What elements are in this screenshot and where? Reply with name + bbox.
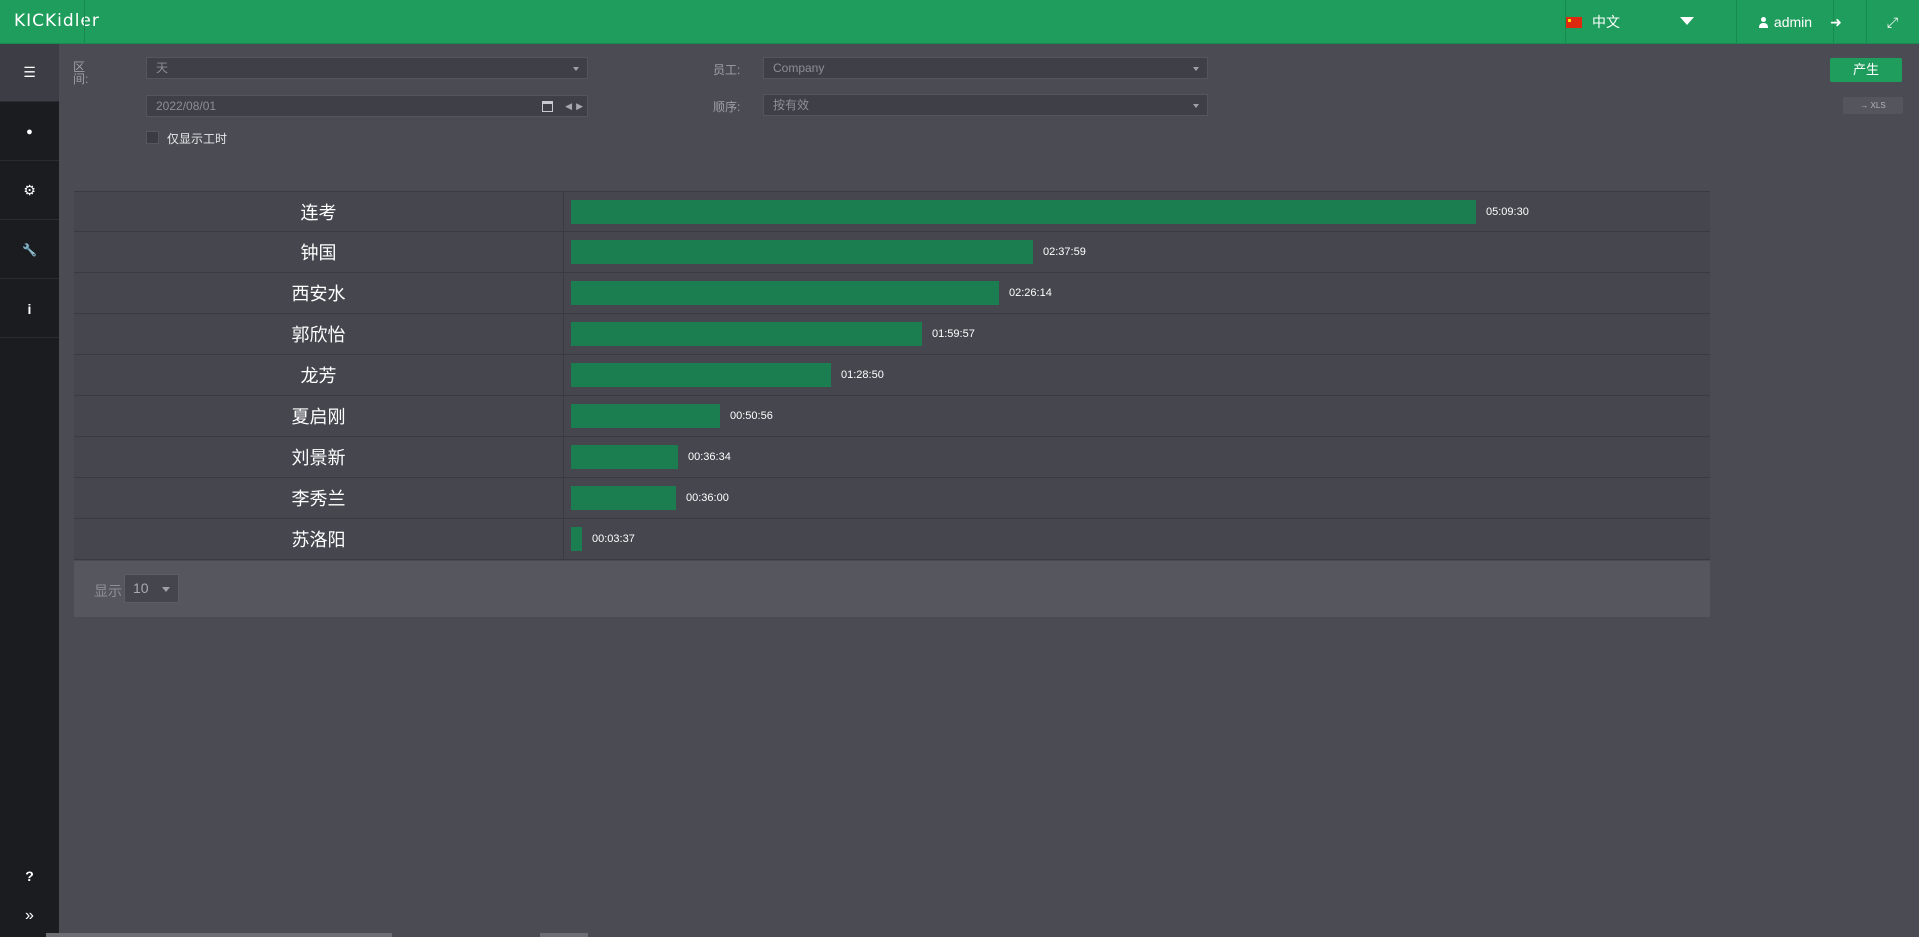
language-selector[interactable]: 中文 xyxy=(1566,0,1718,44)
time-value: 05:09:30 xyxy=(1486,206,1529,218)
period-value: 天 xyxy=(156,61,169,75)
page-size-select[interactable]: 10 xyxy=(124,574,179,603)
user-icon: ● xyxy=(26,125,33,138)
employee-name[interactable]: 西安水 xyxy=(74,273,564,313)
time-value: 02:37:59 xyxy=(1043,246,1086,258)
app-logo[interactable]: KICKidler xyxy=(14,11,100,31)
chevron-down-icon xyxy=(1680,17,1694,25)
time-bar xyxy=(571,527,582,551)
sidebar-item-settings[interactable]: ⚙ xyxy=(0,162,59,220)
sidebar-expand-button[interactable]: » xyxy=(0,896,59,936)
table-row: 苏洛阳 00:03:37 xyxy=(74,519,1710,560)
table-row: 刘景新 00:36:34 xyxy=(74,437,1710,478)
chevron-down-icon xyxy=(1193,104,1199,108)
generate-button[interactable]: 产生 xyxy=(1830,58,1902,82)
prev-date-icon[interactable]: ◀ xyxy=(565,101,572,111)
time-bar xyxy=(571,281,999,305)
time-value: 02:26:14 xyxy=(1009,287,1052,299)
table-footer: 显示 10 xyxy=(74,561,1710,617)
export-xls-button[interactable]: → XLS xyxy=(1843,97,1903,114)
user-menu[interactable]: admin xyxy=(1737,0,1833,44)
divider xyxy=(84,0,85,44)
info-icon: i xyxy=(27,300,32,317)
time-bar xyxy=(571,240,1033,264)
gears-icon: ⚙ xyxy=(23,182,36,198)
employee-name[interactable]: 连考 xyxy=(74,192,564,232)
time-bar xyxy=(571,445,678,469)
time-bar xyxy=(571,486,676,510)
table-row: 钟国 02:37:59 xyxy=(74,232,1710,273)
logout-icon: ➜ xyxy=(1830,13,1842,30)
time-bar xyxy=(571,404,720,428)
table-row: 李秀兰 00:36:00 xyxy=(74,478,1710,519)
period-select[interactable]: 天 xyxy=(146,57,588,79)
user-name: admin xyxy=(1773,14,1813,30)
employee-value: Company xyxy=(773,61,825,75)
table-row: 西安水 02:26:14 xyxy=(74,273,1710,314)
table-row: 连考 05:09:30 xyxy=(74,191,1710,232)
time-bar xyxy=(571,322,922,346)
divider xyxy=(1736,0,1737,44)
chevron-down-icon xyxy=(1193,67,1199,71)
order-value: 按有效 xyxy=(773,98,810,112)
sidebar-item-reports[interactable]: ☰ xyxy=(0,44,59,102)
order-select[interactable]: 按有效 xyxy=(763,94,1208,116)
period-label: 区间: xyxy=(73,60,89,86)
page-size-label: 显示 xyxy=(94,583,122,599)
employee-name[interactable]: 郭欣怡 xyxy=(74,314,564,354)
order-label: 顺序: xyxy=(713,100,741,114)
sidebar: ☰ ● ⚙ 🔧 i ? » xyxy=(0,44,59,937)
table-row: 夏启刚 00:50:56 xyxy=(74,396,1710,437)
employee-name[interactable]: 钟国 xyxy=(74,232,564,272)
horizontal-scrollbar[interactable] xyxy=(46,933,392,937)
employee-name[interactable]: 夏启刚 xyxy=(74,396,564,436)
employee-label: 员工: xyxy=(713,63,741,77)
chevron-down-icon xyxy=(162,587,170,592)
sidebar-item-tools[interactable]: 🔧 xyxy=(0,221,59,279)
time-value: 00:36:34 xyxy=(688,451,731,463)
fullscreen-icon: ⤢ xyxy=(1886,13,1899,30)
fullscreen-button[interactable]: ⤢ xyxy=(1866,0,1919,44)
horizontal-scrollbar-thumb[interactable] xyxy=(540,933,588,937)
top-bar: KICKidler 中文 admin ➜ ⤢ xyxy=(0,0,1919,44)
only-work-hours-label: 仅显示工时 xyxy=(167,132,228,146)
time-value: 01:28:50 xyxy=(841,369,884,381)
divider xyxy=(1833,0,1834,44)
time-value: 00:50:56 xyxy=(730,410,773,422)
table-row: 龙芳 01:28:50 xyxy=(74,355,1710,396)
calendar-icon[interactable] xyxy=(542,101,553,112)
employee-name[interactable]: 龙芳 xyxy=(74,355,564,395)
china-flag-icon xyxy=(1566,16,1582,28)
sidebar-item-info[interactable]: i xyxy=(0,280,59,338)
employee-name[interactable]: 苏洛阳 xyxy=(74,519,564,559)
time-value: 01:59:57 xyxy=(932,328,975,340)
time-bar xyxy=(571,363,831,387)
expand-sidebar-icon: » xyxy=(25,907,34,924)
table-row: 郭欣怡 01:59:57 xyxy=(74,314,1710,355)
chevron-down-icon xyxy=(573,67,579,71)
date-input[interactable]: 2022/08/01 ◀ ▶ xyxy=(146,95,588,117)
report-table: 连考 05:09:30 钟国 02:37:59 西安水 02:26:14 郭欣怡 01:59:… xyxy=(74,191,1710,560)
divider xyxy=(1866,0,1867,44)
time-value: 00:03:37 xyxy=(592,533,635,545)
wrench-icon: 🔧 xyxy=(22,242,37,257)
next-date-icon[interactable]: ▶ xyxy=(576,101,583,111)
employee-select[interactable]: Company xyxy=(763,57,1208,79)
employee-name[interactable]: 刘景新 xyxy=(74,437,564,477)
time-value: 00:36:00 xyxy=(686,492,729,504)
logout-button[interactable]: ➜ xyxy=(1811,0,1861,44)
page-size-value: 10 xyxy=(133,580,149,596)
sidebar-item-help[interactable]: ? xyxy=(0,856,59,896)
divider xyxy=(1565,0,1566,44)
sidebar-item-employees[interactable]: ● xyxy=(0,103,59,161)
only-work-hours-checkbox[interactable] xyxy=(146,131,159,144)
date-value: 2022/08/01 xyxy=(156,99,217,113)
language-label: 中文 xyxy=(1592,14,1620,30)
time-bar xyxy=(571,200,1476,224)
employee-name[interactable]: 李秀兰 xyxy=(74,478,564,518)
list-icon: ☰ xyxy=(23,64,36,80)
help-icon: ? xyxy=(25,868,34,884)
user-icon xyxy=(1758,16,1769,28)
